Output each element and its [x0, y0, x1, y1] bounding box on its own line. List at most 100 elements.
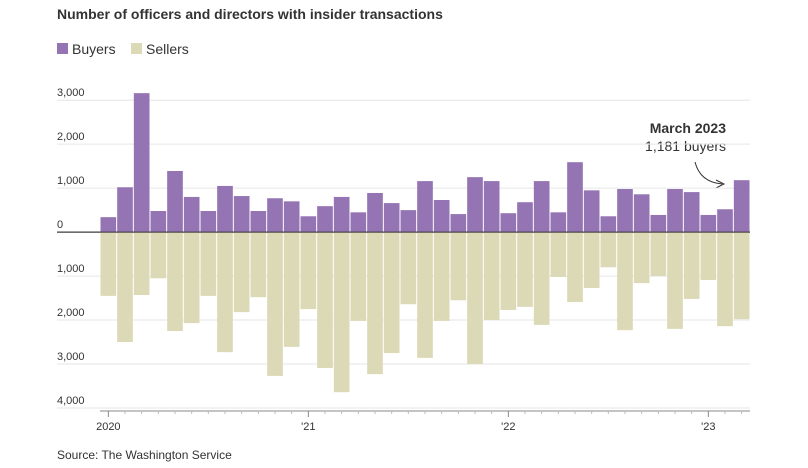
bar — [483, 181, 500, 233]
bar — [600, 232, 617, 268]
bar — [617, 232, 633, 331]
bar — [583, 232, 600, 288]
x-tick-label: '23 — [701, 421, 715, 433]
bar — [467, 232, 483, 365]
annotation-arrow — [694, 161, 723, 185]
x-tick-label: '22 — [501, 421, 515, 433]
legend-label: Sellers — [146, 41, 189, 57]
bar — [233, 232, 250, 313]
legend-swatch — [57, 43, 68, 54]
bar — [733, 180, 750, 233]
bar — [133, 93, 150, 233]
x-tick-label: 2020 — [96, 421, 120, 433]
bar — [700, 214, 717, 233]
bar — [700, 232, 717, 281]
bar — [567, 232, 583, 303]
bar — [217, 185, 233, 233]
bar — [283, 201, 300, 233]
bar — [500, 232, 517, 310]
bar — [633, 232, 650, 284]
bar — [233, 196, 250, 233]
bar — [167, 232, 183, 332]
x-tick-label: '21 — [301, 421, 315, 433]
annotation-arrowhead — [715, 179, 726, 189]
bar — [183, 196, 200, 233]
y-tick-label: 3,000 — [57, 351, 85, 363]
bar — [367, 192, 383, 233]
bar — [667, 232, 683, 329]
bar — [383, 232, 400, 354]
bar — [683, 192, 700, 233]
bar — [300, 232, 317, 310]
bar — [400, 210, 417, 233]
bar — [633, 194, 650, 233]
bar — [567, 162, 583, 233]
bar — [433, 200, 450, 233]
bar — [317, 206, 333, 233]
bar — [383, 203, 400, 233]
bar — [550, 212, 567, 233]
bar — [617, 189, 633, 233]
bar — [200, 232, 217, 296]
bar — [550, 232, 567, 277]
bar — [733, 232, 750, 320]
bar — [500, 213, 517, 233]
bar — [583, 190, 600, 233]
source: Source: The Washington Service — [57, 448, 232, 462]
legend-label: Buyers — [72, 41, 116, 57]
bar — [450, 214, 467, 233]
bar — [267, 198, 283, 233]
annotation-text: 1,181 buyers — [645, 138, 726, 154]
bar — [117, 187, 133, 233]
bar — [483, 232, 500, 321]
y-tick-label: 2,000 — [57, 307, 85, 319]
bar — [333, 196, 350, 233]
bar — [117, 232, 133, 343]
bar — [533, 181, 550, 233]
bar — [600, 216, 617, 233]
bar — [450, 232, 467, 301]
annotation-title: March 2023 — [650, 120, 726, 136]
bar — [300, 216, 317, 233]
bar — [650, 214, 667, 233]
bar — [133, 232, 150, 295]
bar — [150, 211, 167, 233]
bar — [717, 209, 733, 233]
bar — [417, 181, 433, 233]
bar — [183, 232, 200, 324]
bar — [717, 232, 733, 327]
bar — [517, 202, 533, 233]
bar — [650, 232, 667, 277]
bar — [283, 232, 300, 347]
bar — [250, 211, 267, 233]
bar — [150, 232, 167, 279]
bar — [667, 189, 683, 233]
bar — [217, 232, 233, 353]
bar — [317, 232, 333, 368]
bar — [533, 232, 550, 325]
y-tick-label: 3,000 — [57, 87, 85, 99]
y-tick-label: 0 — [57, 219, 63, 231]
bar — [367, 232, 383, 375]
bar — [200, 211, 217, 233]
bar — [167, 170, 183, 233]
bar — [100, 232, 117, 296]
bar — [683, 232, 700, 299]
bar — [517, 232, 533, 307]
bar — [333, 232, 350, 393]
y-tick-label: 2,000 — [57, 131, 85, 143]
y-tick-label: 1,000 — [57, 263, 85, 275]
bar — [350, 232, 367, 321]
bar — [100, 217, 117, 233]
chart-title: Number of officers and directors with in… — [57, 6, 443, 22]
y-tick-label: 4,000 — [57, 395, 85, 407]
bar — [467, 177, 483, 233]
y-tick-label: 1,000 — [57, 175, 85, 187]
bar — [267, 232, 283, 376]
bar — [400, 232, 417, 305]
bar — [350, 212, 367, 233]
bar — [250, 232, 267, 298]
legend-swatch — [131, 43, 142, 54]
